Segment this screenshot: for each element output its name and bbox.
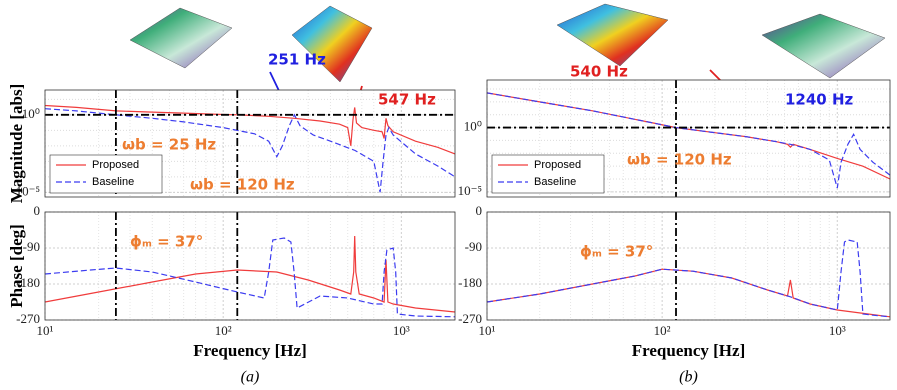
subplot: 10⁰ 10⁻⁵ Proposed Baseline Magnitude [abs]: [7, 84, 456, 203]
y-tick-label: -180: [458, 275, 482, 290]
legend-label: Baseline: [534, 176, 576, 188]
series-line: [486, 92, 891, 189]
annotation: 251 Hz: [268, 51, 326, 69]
plot-frame: [486, 79, 891, 198]
annotation: ϕₘ = 37°: [580, 243, 653, 261]
x-tick-label: 10¹: [479, 323, 496, 338]
annotation: 547 Hz: [378, 91, 436, 109]
subplot: 10⁰ 10⁻⁵ Proposed Baseline: [458, 79, 891, 198]
y-tick-label: -270: [16, 311, 40, 326]
series-line: [44, 235, 456, 313]
y-tick-label: -90: [465, 239, 482, 254]
plot-frame: [486, 211, 891, 321]
y-tick-label: 10⁻⁵: [458, 183, 482, 198]
mode-shapes: [129, 3, 886, 83]
annotation: ϕₘ = 37°: [130, 233, 203, 251]
y-axis-label: Magnitude [abs]: [7, 84, 26, 203]
series-line: [44, 108, 456, 193]
annotation: ωb = 120 Hz: [190, 176, 295, 194]
x-tick-label: 10³: [393, 323, 410, 338]
annotation: 540 Hz: [570, 63, 628, 81]
subplot: 10¹ 10² 10³ 0 -90 -180 -270 Phase [deg] Frequenc…: [7, 203, 456, 386]
annotation: ωb = 25 Hz: [122, 136, 216, 154]
legend-label: Proposed: [534, 159, 581, 171]
x-tick-label: 10²: [654, 323, 671, 338]
y-tick-label: 0: [34, 203, 41, 218]
series-line: [44, 237, 456, 318]
plot-frame: [44, 211, 456, 321]
x-axis-label: Frequency [Hz]: [632, 341, 745, 360]
x-tick-label: 10¹: [37, 323, 54, 338]
plot-frame: [44, 89, 456, 198]
legend-label: Proposed: [92, 159, 139, 171]
legend-box: [491, 154, 605, 194]
annotation: 1240 Hz: [785, 91, 854, 109]
panel-label: (b): [679, 369, 698, 386]
x-axis-label: Frequency [Hz]: [193, 341, 306, 360]
y-tick-label: 10⁰: [464, 119, 482, 134]
subplot: 10¹ 10² 10³ 0 -90 -180 -270 Frequency [Hz] (b): [458, 203, 891, 386]
legend-label: Baseline: [92, 176, 134, 188]
y-tick-label: -90: [23, 239, 40, 254]
series-line: [44, 104, 456, 155]
y-axis-label: Phase [deg]: [7, 224, 26, 308]
annotation: ωb = 120 Hz: [627, 151, 732, 169]
legend-box: [49, 154, 163, 194]
panel-label: (a): [241, 369, 260, 386]
y-tick-label: -270: [458, 311, 482, 326]
series-line: [486, 239, 891, 318]
y-tick-label: -180: [16, 275, 40, 290]
x-tick-label: 10²: [215, 323, 232, 338]
x-tick-label: 10³: [829, 323, 846, 338]
y-tick-label: 10⁰: [22, 106, 40, 121]
y-tick-label: 10⁻⁵: [16, 183, 40, 198]
y-tick-label: 0: [476, 203, 483, 218]
plot-area: [487, 212, 890, 320]
